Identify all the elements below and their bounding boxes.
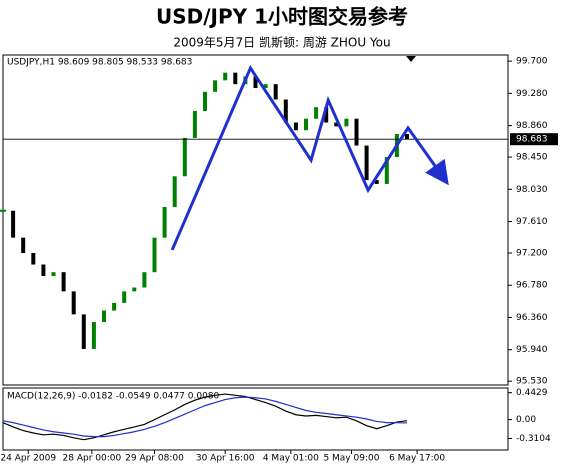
y-tick-label: 97.610 [516,217,548,227]
price-bar [122,291,127,303]
chart-title: USD/JPY 1小时图交易参考 [156,5,408,29]
price-bar [71,291,76,315]
price-bar [112,302,117,311]
price-bar [384,157,389,184]
x-tick-label: 4 May 01:00 [263,454,319,464]
price-bar [253,76,258,88]
x-tick-label: 28 Apr 00:00 [63,454,122,464]
macd-label: MACD(12,26,9) -0.0182 -0.0549 0.0477 0.0… [7,392,220,402]
price-bar [233,72,238,85]
y-tick-label: 99.700 [516,57,548,67]
x-tick-label: 29 Apr 08:00 [125,454,184,464]
x-tick-label: 30 Apr 16:00 [196,454,255,464]
price-label: USDJPY,H1 98.609 98.805 98.533 98.683 [7,58,192,68]
y-tick-label: 99.280 [516,89,548,99]
price-bar [273,84,278,100]
macd-line [2,393,408,441]
price-bar [324,107,329,123]
price-bar [203,91,207,112]
y-tick-label: 98.030 [516,185,548,195]
price-bar [51,272,56,277]
price-bar [223,72,228,81]
macd-line [2,396,408,438]
price-bar [21,237,26,253]
y-tick-label: 0.4429 [516,388,548,398]
price-bar [263,84,268,88]
y-tick-label: 96.360 [516,313,548,323]
price-bar [172,176,177,207]
shift-marker [406,56,416,62]
price-bar [405,134,409,140]
price-bar [374,180,379,184]
price-bar [213,80,218,92]
y-tick-label: -0.3104 [516,434,551,444]
price-bar [91,322,96,349]
wave-annotation [170,64,449,251]
y-tick-label: 98.450 [516,153,548,163]
price-bar [304,118,308,131]
price-bar [293,122,298,131]
price-bar [11,210,16,238]
y-tick-label: 96.780 [516,281,548,291]
y-tick-label: 98.860 [516,121,548,131]
x-tick-label: 6 May 17:00 [389,454,445,464]
price-bar [182,137,187,177]
price-bar [81,314,86,349]
price-bar [102,310,106,323]
price-bar [152,237,157,273]
last-price-label: 98.683 [516,135,548,145]
price-bar [364,145,369,181]
price-bar [334,122,339,127]
macd-frame [2,387,509,451]
price-bar [31,253,36,265]
price-bar [283,99,288,123]
price-bar [344,118,349,127]
x-tick-label: 24 Apr 2009 [0,454,56,464]
price-frame [2,54,509,386]
y-tick-label: 95.940 [516,345,548,355]
price-bar [314,107,319,119]
y-tick-label: 0.00 [516,415,536,425]
y-tick-label: 95.530 [516,377,548,387]
price-bar [192,111,197,138]
x-tick-label: 5 May 09:00 [323,454,379,464]
price-bar [354,118,359,146]
chart-subtitle: 2009年5月7日 凯斯顿: 周游 ZHOU You [173,36,390,50]
price-bar [132,287,137,292]
price-bar [41,264,46,277]
last-price-box [510,133,558,146]
y-tick-label: 97.200 [516,249,548,259]
price-bar [142,272,147,288]
price-bar [162,206,167,238]
price-bar [61,272,66,292]
